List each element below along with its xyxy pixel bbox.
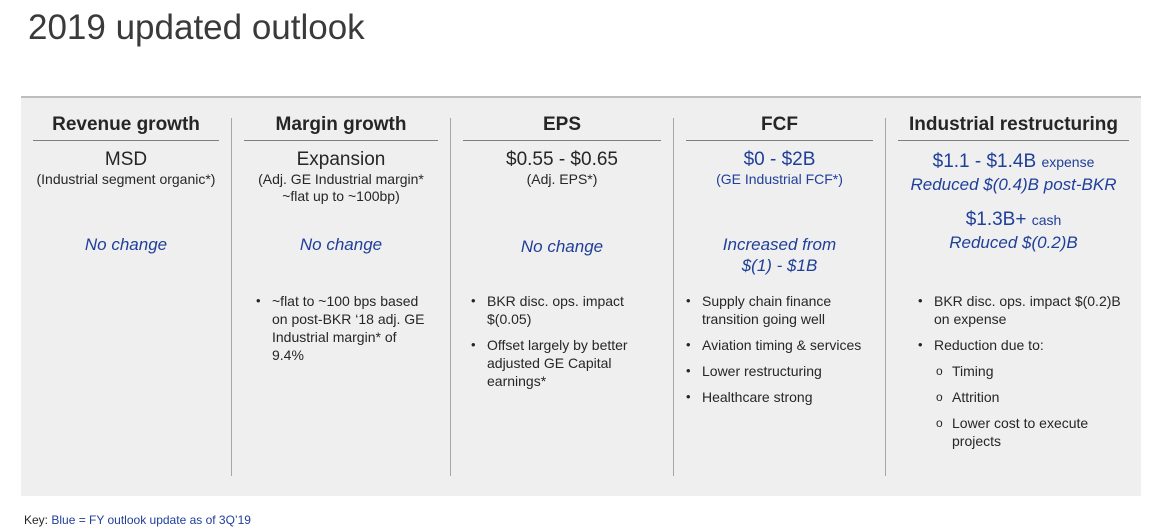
sub-list-item: Timing [934, 362, 1121, 380]
restructuring-cash-value: $1.3B+ [965, 209, 1027, 230]
restructuring-expense-value: $1.1 - $1.4B [932, 151, 1037, 172]
list-item: BKR disc. ops. impact $(0.05) [469, 292, 657, 328]
margin-growth-status: No change [299, 235, 383, 254]
restructuring-expense-note: Reduced $(0.4)B post-BKR [910, 175, 1117, 194]
footer-key-text: Blue = FY outlook update as of 3Q’19 [51, 513, 251, 527]
margin-growth-metric: Expansion [296, 149, 386, 170]
eps-header: EPS [463, 114, 661, 141]
eps-sub: (Adj. EPS*) [526, 171, 598, 187]
fcf-metric: $0 - $2B [743, 149, 816, 170]
revenue-growth-header: Revenue growth [33, 114, 219, 141]
margin-growth-header: Margin growth [244, 114, 438, 141]
column-divider [450, 118, 451, 476]
industrial-restructuring-header: Industrial restructuring [898, 114, 1129, 141]
outlook-panel: Revenue growth MSD (Industrial segment o… [21, 96, 1141, 496]
revenue-growth-sub: (Industrial segment organic*) [36, 171, 216, 187]
eps-status: No change [520, 237, 604, 256]
eps-metric: $0.55 - $0.65 [506, 149, 618, 170]
restructuring-expense: $1.1 - $1.4B expense [886, 151, 1141, 173]
column-divider [231, 118, 232, 476]
eps-column: EPS $0.55 - $0.65 (Adj. EPS*) No change … [451, 98, 673, 498]
restructuring-bullets: BKR disc. ops. impact $(0.2)B on expense… [916, 292, 1121, 458]
margin-growth-column: Margin growth Expansion (Adj. GE Industr… [232, 98, 450, 498]
list-item: ~flat to ~100 bps based on post-BKR ‘18 … [254, 292, 426, 364]
column-divider [885, 118, 886, 476]
revenue-growth-status: No change [84, 235, 168, 254]
margin-growth-bullets: ~flat to ~100 bps based on post-BKR ‘18 … [254, 292, 426, 372]
list-item: Offset largely by better adjusted GE Cap… [469, 336, 657, 390]
fcf-column: FCF $0 - $2B (GE Industrial FCF*) Increa… [674, 98, 885, 498]
sub-list-item: Attrition [934, 388, 1121, 406]
restructuring-cash-label: cash [1031, 212, 1062, 228]
column-divider [673, 118, 674, 476]
list-item: Supply chain finance transition going we… [684, 292, 875, 328]
restructuring-cash: $1.3B+ cash [886, 209, 1141, 231]
list-item: Healthcare strong [684, 388, 875, 406]
eps-bullets: BKR disc. ops. impact $(0.05) Offset lar… [469, 292, 657, 398]
revenue-growth-column: Revenue growth MSD (Industrial segment o… [21, 98, 231, 498]
fcf-bullets: Supply chain finance transition going we… [684, 292, 875, 414]
sub-list-item: Lower cost to execute projects [934, 414, 1121, 450]
fcf-header: FCF [686, 114, 873, 141]
margin-growth-sub: (Adj. GE Industrial margin* ~flat up to … [258, 171, 424, 204]
revenue-growth-metric: MSD [104, 149, 148, 170]
restructuring-cash-note: Reduced $(0.2)B [949, 233, 1078, 252]
fcf-status: Increased from $(1) - $1B [722, 235, 837, 275]
page-title: 2019 updated outlook [28, 8, 365, 47]
fcf-sub: (GE Industrial FCF*) [716, 171, 843, 187]
footer-key-label: Key: [24, 513, 49, 527]
footer-key: Key: Blue = FY outlook update as of 3Q’1… [24, 513, 251, 527]
list-item: BKR disc. ops. impact $(0.2)B on expense [916, 292, 1121, 328]
industrial-restructuring-column: Industrial restructuring $1.1 - $1.4B ex… [886, 98, 1141, 498]
list-item: Aviation timing & services [684, 336, 875, 354]
restructuring-expense-label: expense [1041, 154, 1095, 170]
list-item: Lower restructuring [684, 362, 875, 380]
list-item: Reduction due to: [916, 336, 1121, 354]
